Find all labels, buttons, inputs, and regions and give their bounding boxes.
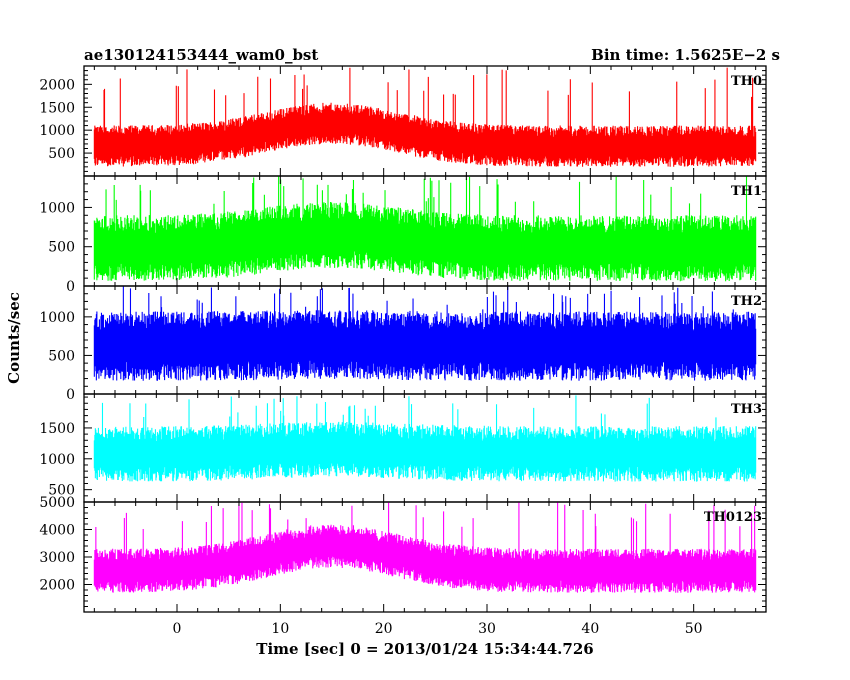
x-tick-label: 40: [581, 621, 599, 637]
panel-label: TH2: [731, 294, 762, 309]
y-tick-label: 2000: [39, 578, 75, 594]
y-tick-label: 1000: [39, 200, 75, 216]
x-axis: 0 10 20 30 40 50: [173, 621, 703, 637]
panel-th2: 0 500 1000 TH2: [39, 286, 766, 403]
y-tick-label: 1500: [39, 421, 75, 437]
series-th0: [94, 68, 755, 167]
y-tick-label: 0: [66, 279, 75, 295]
y-tick-label: 1000: [39, 123, 75, 139]
panel-label: TH0: [731, 74, 762, 89]
panel-label: TH1: [731, 184, 762, 199]
panels-group: 500 1000 1500 2000 TH0 0 500 1000 TH1 0 500 1000 TH2…: [39, 66, 766, 612]
x-tick-label: 20: [375, 621, 393, 637]
panel-th1: 0 500 1000 TH1: [39, 176, 766, 295]
x-axis-label: Time [sec] 0 = 2013/01/24 15:34:44.726: [256, 640, 593, 658]
series-th0123: [94, 502, 755, 592]
y-tick-label: 500: [48, 146, 75, 162]
y-tick-label: 4000: [39, 523, 75, 539]
y-tick-label: 3000: [39, 550, 75, 566]
x-tick-label: 0: [173, 621, 182, 637]
panel-label: TH0123: [704, 510, 762, 525]
y-tick-label: 2000: [39, 77, 75, 93]
series-th3: [94, 395, 755, 481]
y-tick-label: 5000: [39, 495, 75, 511]
y-tick-label: 500: [48, 348, 75, 364]
series-th1: [94, 176, 755, 281]
panel-th0123: 2000 3000 4000 5000 TH0123: [39, 495, 766, 612]
y-tick-label: 1500: [39, 100, 75, 116]
chart-title-left: ae130124153444_wam0_bst: [84, 46, 318, 64]
y-axis-label: Counts/sec: [5, 292, 23, 384]
series-th2: [94, 286, 755, 381]
x-tick-label: 50: [685, 621, 703, 637]
x-tick-label: 30: [478, 621, 496, 637]
panel-th0: 500 1000 1500 2000 TH0: [39, 66, 766, 176]
chart-title-right: Bin time: 1.5625E−2 s: [591, 46, 780, 64]
x-tick-label: 10: [271, 621, 289, 637]
y-tick-label: 1000: [39, 452, 75, 468]
y-tick-label: 1000: [39, 310, 75, 326]
panel-label: TH3: [731, 402, 762, 417]
y-tick-label: 0: [66, 387, 75, 403]
y-tick-label: 500: [48, 240, 75, 256]
